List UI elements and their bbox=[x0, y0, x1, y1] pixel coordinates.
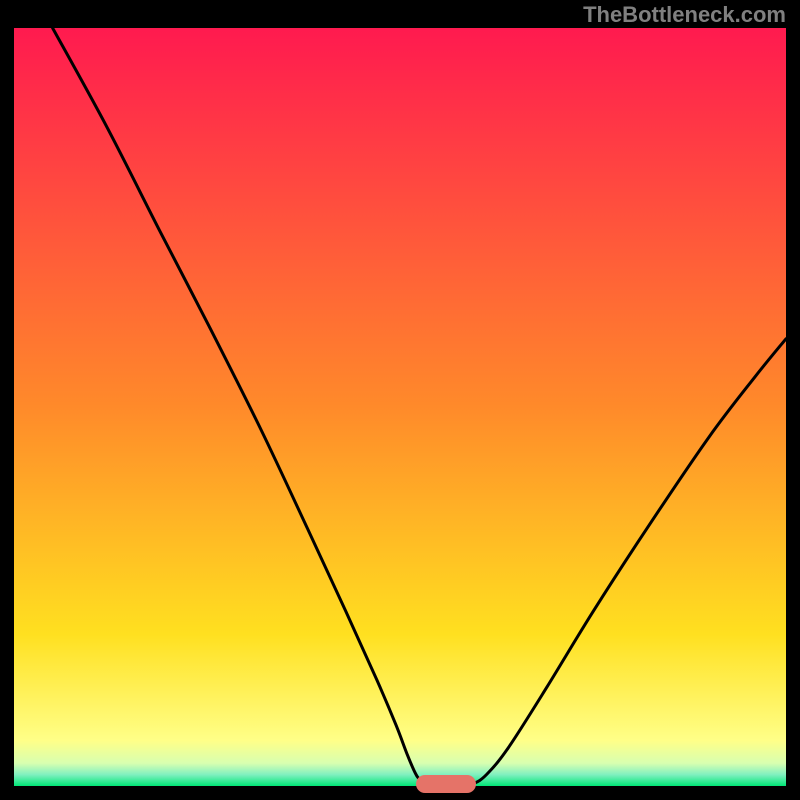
plot-gradient-background bbox=[14, 28, 786, 786]
chart-container: TheBottleneck.com bbox=[0, 0, 800, 800]
watermark-text: TheBottleneck.com bbox=[583, 2, 786, 28]
trough-marker bbox=[416, 775, 476, 793]
